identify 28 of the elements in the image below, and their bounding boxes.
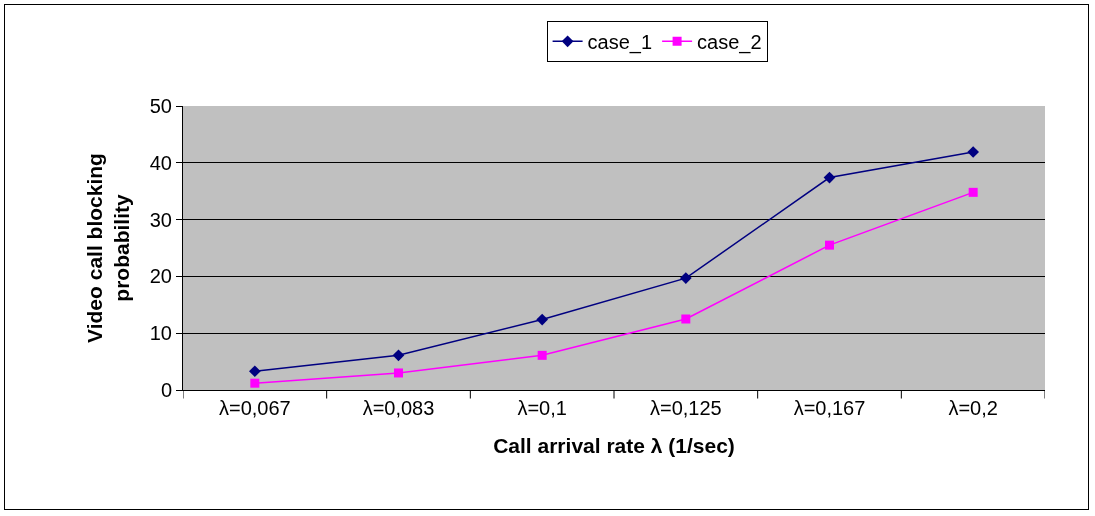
x-tick-label: λ=0,2 <box>948 397 998 419</box>
point <box>968 187 978 197</box>
x-tick-label: λ=0,167 <box>793 397 866 419</box>
legend-label: case_1 <box>587 31 653 55</box>
x-axis-title: Call arrival rate λ (1/sec) <box>493 434 735 458</box>
point <box>823 171 836 184</box>
point <box>825 240 834 250</box>
legend-label: case_2 <box>697 31 762 55</box>
x-tick-label: λ=0,067 <box>218 397 291 419</box>
point <box>394 368 403 378</box>
point <box>392 349 405 362</box>
x-tick-label: λ=0,083 <box>362 397 435 419</box>
x-tick-label: λ=0,1 <box>517 397 567 419</box>
point <box>681 314 691 324</box>
point <box>250 378 260 388</box>
y-tick-label: 30 <box>149 208 172 231</box>
point <box>679 272 692 284</box>
y-tick-label: 40 <box>149 151 172 174</box>
point <box>967 146 980 158</box>
y-tick-label: 20 <box>149 265 172 288</box>
y-tick-label: 0 <box>160 379 172 401</box>
point <box>248 365 261 378</box>
x-tick-label: λ=0,125 <box>649 397 722 419</box>
y-tick-label: 10 <box>149 322 172 345</box>
y-tick-label: 50 <box>149 95 172 117</box>
point <box>537 350 547 360</box>
point <box>536 313 549 326</box>
y-axis-title: Video call blocking probability <box>82 153 133 343</box>
